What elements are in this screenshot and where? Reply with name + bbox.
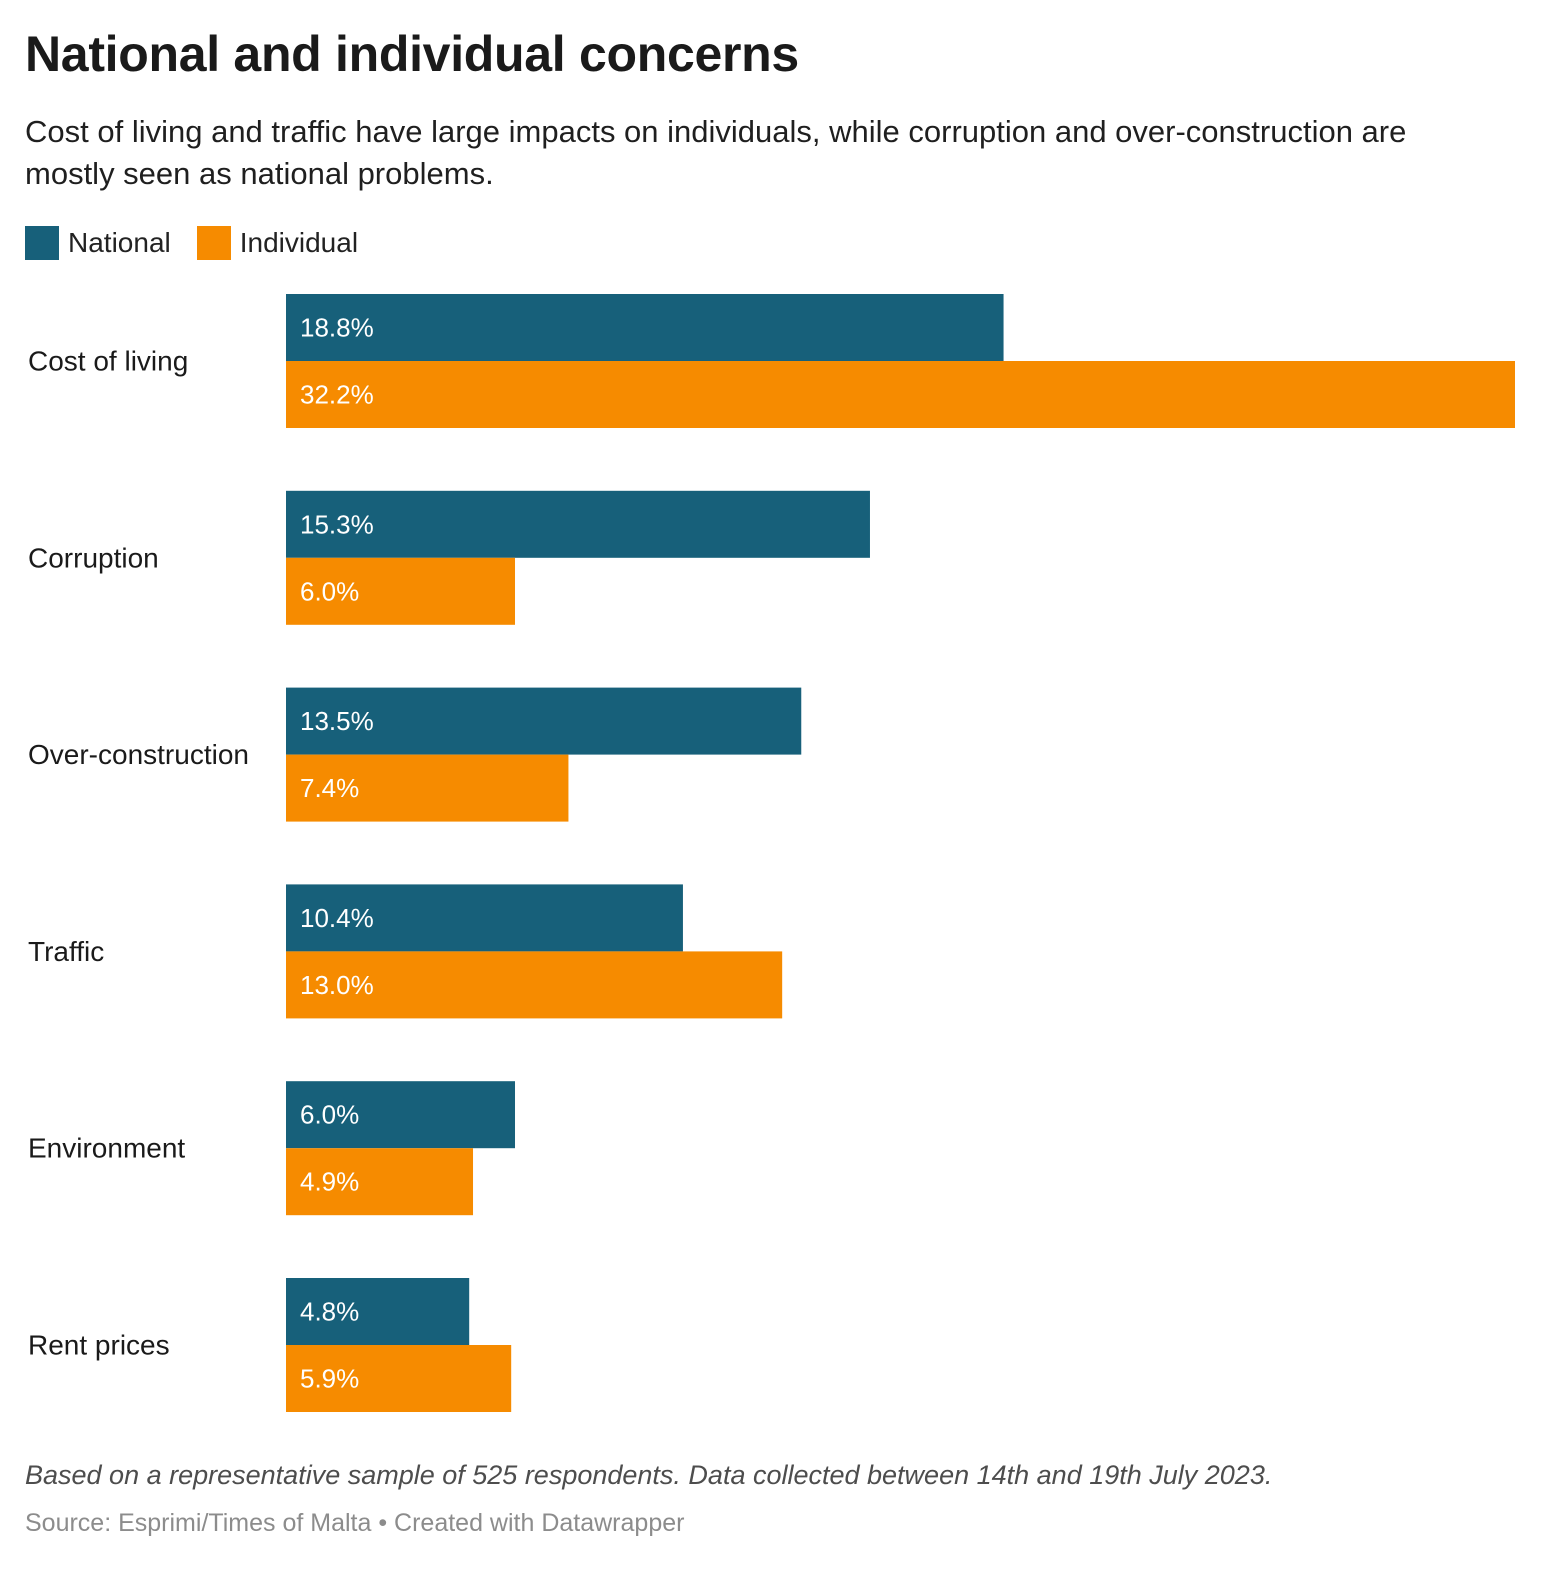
bar-chart: Cost of living 18.8% 32.2% Corruption 15.3% 6… [28,294,1515,1412]
value-label-individual-corruption: 6.0% [300,576,359,606]
legend-item-national: National [25,226,171,260]
value-label-national-over-construction: 13.5% [300,706,374,736]
chart-source: Source: Esprimi/Times of Malta • Created… [25,1509,685,1537]
value-label-individual-rent-prices: 5.9% [300,1364,359,1394]
legend-label-national: National [68,227,171,258]
legend-swatch-individual [196,226,231,260]
bar-national-cost-of-living [286,294,1004,361]
category-label-cost-of-living: Cost of living [28,346,188,377]
value-label-individual-environment: 4.9% [300,1167,359,1197]
legend-swatch-national [25,226,59,260]
category-label-environment: Environment [28,1133,185,1164]
value-label-national-rent-prices: 4.8% [300,1297,359,1327]
category-label-over-construction: Over-construction [28,739,249,770]
value-label-national-environment: 6.0% [300,1100,359,1130]
value-label-individual-cost-of-living: 32.2% [300,380,374,410]
chart-subtitle: Cost of living and traffic have large im… [25,114,1407,191]
chart-note: Based on a representative sample of 525 … [25,1460,1273,1490]
legend-label-individual: Individual [239,227,359,258]
bar-national-environment [286,1081,516,1149]
category-label-corruption: Corruption [28,542,159,573]
value-label-national-traffic: 10.4% [300,903,374,933]
bar-individual-cost-of-living [286,361,1515,428]
bar-national-traffic [286,884,683,952]
bar-national-over-construction [286,687,802,755]
value-label-individual-over-construction: 7.4% [300,773,359,803]
chart-title: National and individual concerns [25,26,799,82]
bar-individual-rent-prices [286,1345,512,1412]
legend: National Individual [25,226,384,260]
category-label-rent-prices: Rent prices [28,1330,170,1361]
legend-item-individual: Individual [196,226,359,260]
value-label-national-cost-of-living: 18.8% [300,313,374,343]
value-label-individual-traffic: 13.0% [300,970,374,1000]
category-label-traffic: Traffic [28,936,104,967]
bar-individual-over-construction [286,754,569,822]
bar-individual-traffic [286,951,783,1019]
bar-national-rent-prices [286,1278,470,1345]
bar-individual-corruption [286,557,516,625]
bar-national-corruption [286,490,870,558]
value-label-national-corruption: 15.3% [300,509,374,539]
bar-individual-environment [286,1148,474,1216]
